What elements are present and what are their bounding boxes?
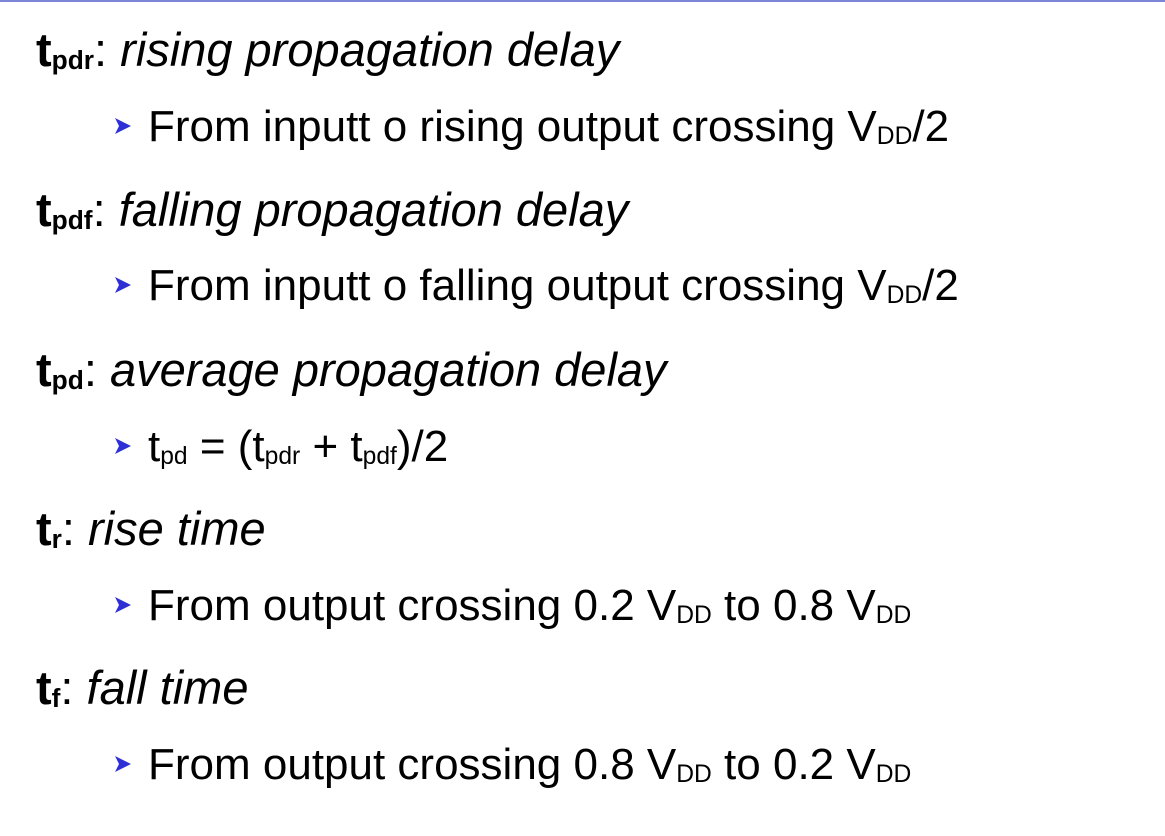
colon: : (94, 23, 108, 76)
triangle-right-icon (112, 594, 148, 616)
term-symbol: tr (36, 502, 62, 555)
detail-tpdr: From inputt o rising output crossing VDD… (112, 105, 949, 149)
term-tpdr: tpdr: rising propagation delay (36, 26, 619, 73)
triangle-right-icon (112, 753, 148, 775)
term-tf: tf: fall time (36, 664, 248, 711)
colon: : (60, 661, 74, 714)
colon: : (83, 343, 97, 396)
detail-tpdf: From inputt o falling output crossing VD… (112, 264, 959, 308)
term-symbol: tpdf (36, 183, 93, 236)
detail-tpd-formula: tpd = (tpdr + tpdf)/2 (112, 425, 448, 469)
term-tpdf: tpdf: falling propagation delay (36, 186, 628, 233)
triangle-right-icon (112, 115, 148, 137)
term-definition: fall time (86, 661, 249, 714)
colon: : (61, 502, 75, 555)
triangle-right-icon (112, 435, 148, 457)
detail-tf: From output crossing 0.8 VDD to 0.2 VDD (112, 743, 911, 787)
term-symbol: tf (36, 661, 61, 714)
term-tr: tr: rise time (36, 505, 266, 552)
term-tpd: tpd: average propagation delay (36, 346, 667, 393)
triangle-right-icon (112, 274, 148, 296)
term-definition: rise time (88, 502, 266, 555)
term-definition: falling propagation delay (118, 183, 629, 236)
detail-tr: From output crossing 0.2 VDD to 0.8 VDD (112, 584, 911, 628)
top-divider (0, 0, 1165, 2)
term-definition: rising propagation delay (120, 23, 620, 76)
term-definition: average propagation delay (109, 343, 667, 396)
colon: : (92, 183, 106, 236)
term-symbol: tpdr (36, 23, 95, 76)
term-symbol: tpd (36, 343, 84, 396)
